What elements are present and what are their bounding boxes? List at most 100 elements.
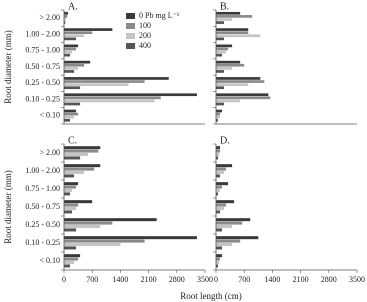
legend-swatch [126,23,136,29]
bar [64,86,81,90]
bar [216,115,221,119]
y-tick-label: 0.75 - 1.00 [25,184,60,193]
bar [64,182,79,186]
bar [216,239,241,243]
bar [216,192,219,196]
bar [64,200,93,204]
y-tick-label: < 0.10 [39,111,60,120]
bar [64,99,155,103]
bar [64,70,75,73]
bar [216,203,227,207]
x-tick-label: 0 [62,275,66,284]
bar [216,171,225,175]
bar [64,239,145,243]
x-tick-label: 1400 [264,275,280,284]
bar [64,21,66,24]
bar [216,15,253,18]
bar [216,34,261,38]
bar [216,167,227,171]
x-tick-label: 2800 [321,275,337,284]
bar [64,203,79,207]
bar [216,21,225,24]
bar [216,53,223,57]
bar [64,112,79,116]
bar [64,34,85,38]
bar [216,261,220,265]
bar [216,189,221,193]
x-tick-label: 0 [214,275,218,284]
x-tick-label: 3500 [197,275,213,284]
bar [64,44,79,48]
x-tick-label: 700 [238,275,250,284]
bar [64,153,89,157]
bar [216,44,233,48]
y-axis-label: Root diameter (mm) [3,170,13,243]
bar [216,28,249,31]
legend-swatch [126,43,136,49]
x-axis-label: Root length (cm) [180,291,242,301]
bar [216,99,241,103]
bar [64,149,99,153]
bar [216,182,229,186]
x-tick-label: 2800 [169,275,185,284]
y-tick-label: 1.00 - 2.00 [25,29,60,38]
legend-label: 200 [139,31,151,40]
y-tick-label: 0.10 - 0.25 [25,94,60,103]
bar [64,254,81,258]
bar [216,156,219,160]
bar [216,67,233,70]
legend-swatch [126,13,136,19]
bar [64,264,71,268]
legend-label: 0 Pb mg L⁻¹ [139,11,180,20]
panel-title: C. [68,135,77,146]
y-tick-label: 0.50 - 0.75 [25,202,60,211]
bar [64,118,71,122]
y-tick-label: 0.25 - 0.50 [25,78,60,87]
bar [216,93,269,97]
bar [216,77,261,80]
bar [216,164,233,168]
bar [64,156,81,160]
y-tick-label: > 2.00 [39,13,60,22]
bar [216,80,265,83]
bar [64,28,113,31]
bar [64,210,73,214]
bar [216,70,225,73]
bar [64,63,85,67]
bar [216,31,249,35]
bar [216,118,219,122]
panel-title: D. [220,135,230,146]
bar [64,174,75,178]
bar [216,18,233,21]
bar [216,254,223,258]
bar [64,37,77,41]
bar [64,221,113,225]
bar [64,67,79,70]
bar [64,167,95,171]
bar [64,246,77,250]
bar [216,47,229,51]
bar [216,225,233,229]
bar [216,112,221,116]
y-tick-label: 1.00 - 2.00 [25,166,60,175]
bar [64,261,75,265]
y-axis-label: Root diameter (mm) [3,30,13,103]
bar [64,189,73,193]
bar [64,171,85,175]
bar [64,225,101,229]
bar [216,63,245,67]
x-tick-label: 3500 [349,275,365,284]
bar [64,243,121,247]
x-tick-label: 2100 [293,275,309,284]
bar [216,264,219,268]
bar [64,109,77,113]
bar [64,47,77,51]
bar [64,83,129,86]
bar [216,83,249,86]
x-tick-label: 1400 [112,275,128,284]
bar [216,210,221,214]
bar [216,60,241,64]
bar [216,102,225,106]
bar [64,93,197,97]
